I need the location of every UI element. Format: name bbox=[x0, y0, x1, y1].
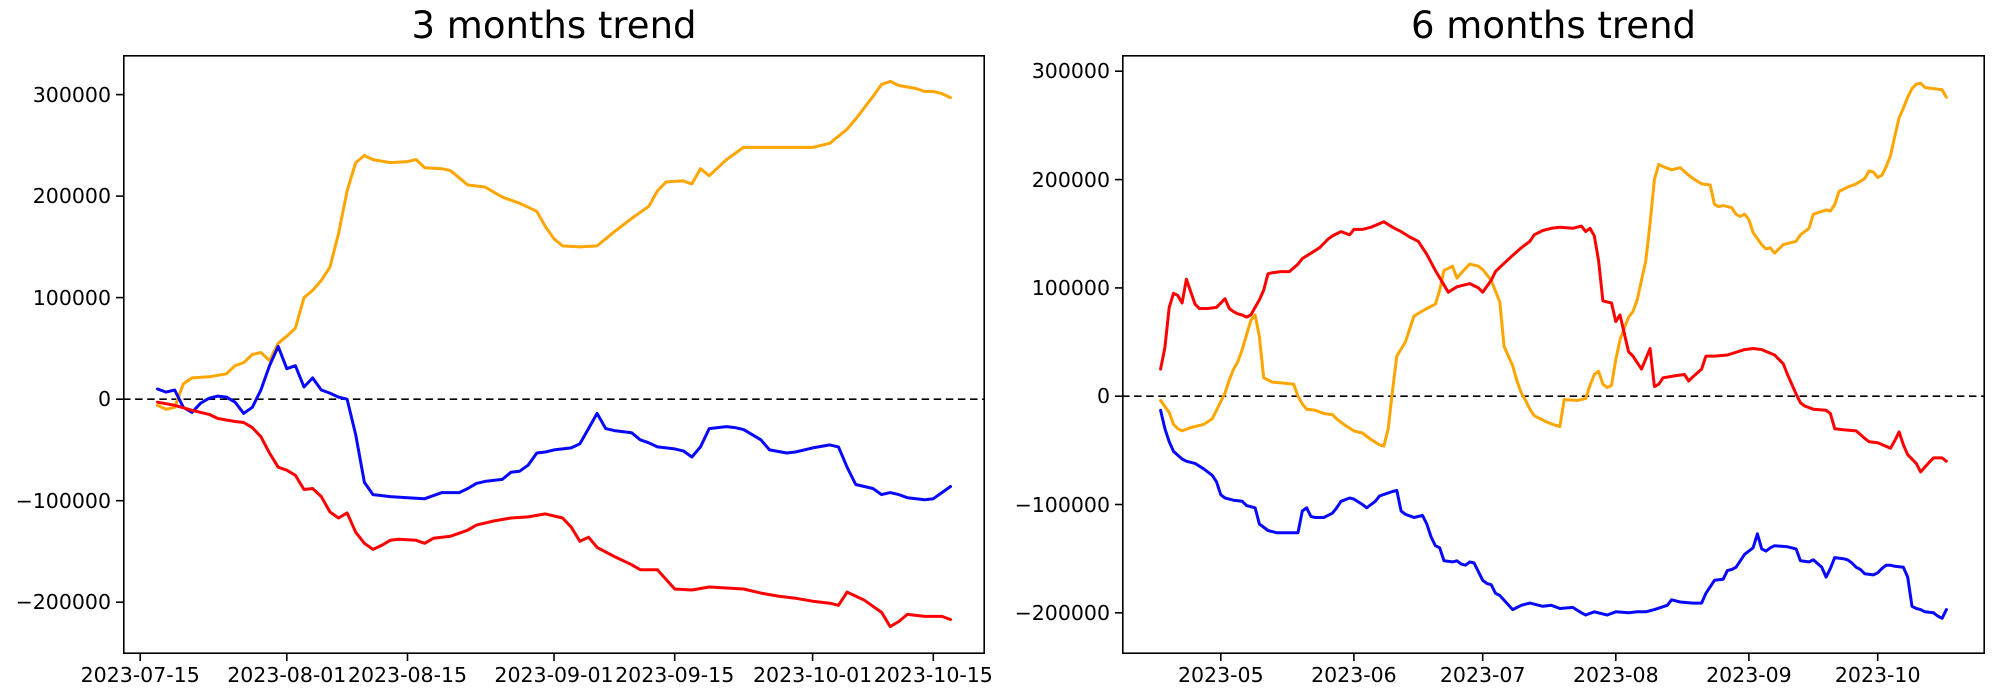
orange-series-line bbox=[156, 79, 952, 411]
chart-title: 3 months trend bbox=[411, 4, 697, 47]
x-tick-label: 2023-08-01 bbox=[227, 663, 347, 687]
blue-series-line bbox=[1159, 408, 1948, 620]
blue-series-line bbox=[156, 344, 952, 502]
x-tick-label: 2023-06 bbox=[1311, 663, 1397, 687]
x-tick-label: 2023-09-15 bbox=[615, 663, 735, 687]
y-tick-label: 100000 bbox=[1031, 275, 1110, 300]
x-tick-label: 2023-07-15 bbox=[80, 663, 200, 687]
plot-frame bbox=[1122, 55, 1986, 655]
y-tick-label: 0 bbox=[97, 387, 111, 412]
plot-area bbox=[116, 55, 986, 661]
y-tick-label: 0 bbox=[1096, 384, 1110, 409]
x-tick-label: 2023-10-15 bbox=[873, 663, 993, 687]
chart-6-months-trend: 6 months trend 2023-05 2023-06 2023-07 2023… bbox=[1015, 5, 1986, 687]
plot-frame bbox=[123, 55, 986, 655]
y-tick-label: 200000 bbox=[1031, 167, 1110, 192]
x-tick-label: 2023-08 bbox=[1572, 663, 1659, 687]
x-tick-label: 2023-08-15 bbox=[347, 663, 468, 687]
y-tick-label: 300000 bbox=[1031, 59, 1110, 84]
red-series-line bbox=[1159, 220, 1948, 474]
x-tick-label: 2023-07 bbox=[1439, 663, 1526, 687]
y-tick-label: −200000 bbox=[1014, 600, 1110, 625]
y-tick-label: 300000 bbox=[32, 82, 111, 107]
y-tick-label: 100000 bbox=[32, 285, 111, 310]
red-series-line bbox=[156, 400, 952, 629]
x-tick-label: 2023-05 bbox=[1177, 663, 1264, 687]
x-tick-label: 2023-09 bbox=[1706, 663, 1792, 687]
chart-3-months-trend: 3 months trend 2023-07-15 2023-08-01 2023-… bbox=[16, 5, 993, 688]
y-tick-label: 200000 bbox=[32, 184, 111, 209]
x-tick-label: 2023-09-01 bbox=[494, 663, 614, 687]
chart-title: 6 months trend bbox=[1410, 4, 1697, 47]
y-tick-label: −100000 bbox=[1014, 492, 1110, 517]
y-tick-label: −200000 bbox=[15, 590, 111, 615]
y-tick-label: −100000 bbox=[15, 488, 111, 513]
orange-series-line bbox=[1159, 81, 1948, 448]
x-tick-label: 2023-10 bbox=[1834, 663, 1921, 687]
x-tick-label: 2023-10-01 bbox=[753, 663, 873, 687]
plot-area bbox=[1115, 55, 1986, 661]
